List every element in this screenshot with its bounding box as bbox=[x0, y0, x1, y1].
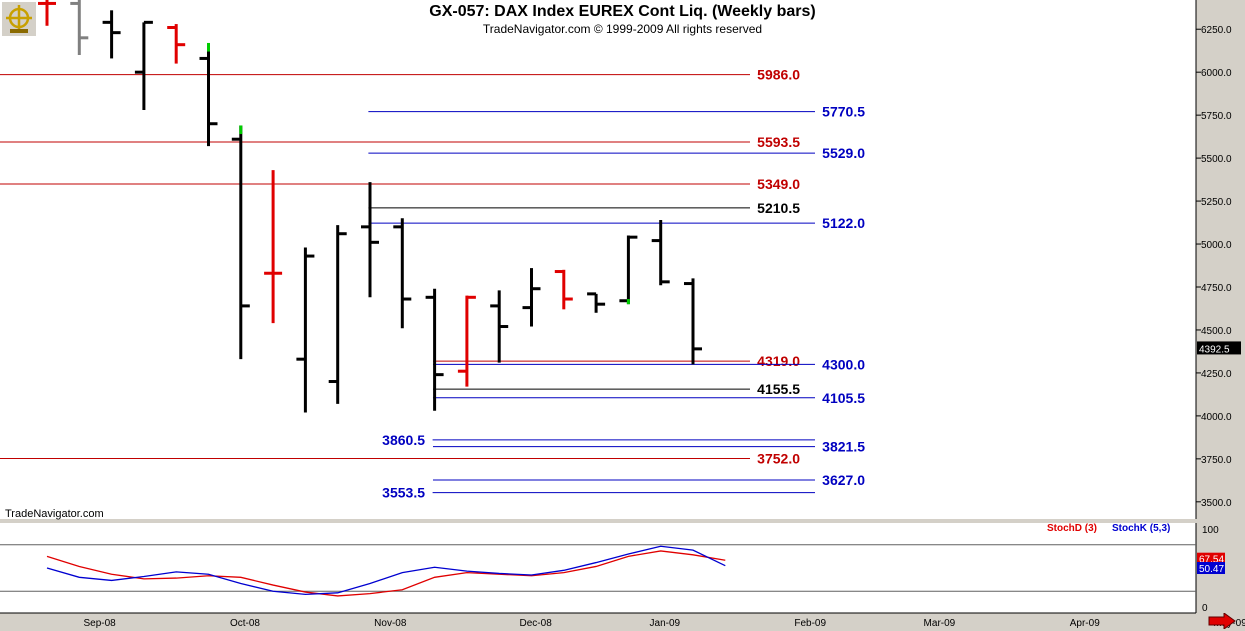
price-level-label: 5986.0 bbox=[757, 67, 800, 83]
price-tick-label: 4250.0 bbox=[1201, 369, 1232, 380]
stochastic-last-value-label: 67.54 bbox=[1199, 555, 1224, 566]
price-level-label: 4155.5 bbox=[757, 381, 800, 397]
price-panel bbox=[0, 0, 1196, 519]
price-tick-label: 3500.0 bbox=[1201, 498, 1232, 509]
price-level-label: 5349.0 bbox=[757, 176, 800, 192]
price-level-label: 5122.0 bbox=[822, 215, 865, 231]
price-axis: 3500.0 3750.0 4000.0 4250.0 4500.0 4750.0 5000… bbox=[1195, 0, 1241, 519]
price-tick-label: 5250.0 bbox=[1201, 197, 1232, 208]
time-tick-label: Feb-09 bbox=[794, 618, 826, 629]
price-level-label: 3627.0 bbox=[822, 472, 865, 488]
price-tick-label: 4750.0 bbox=[1201, 283, 1232, 294]
price-level-label: 3752.0 bbox=[757, 451, 800, 467]
price-tick-label: 5500.0 bbox=[1201, 154, 1232, 165]
scroll-right-arrow-icon[interactable] bbox=[1208, 613, 1236, 629]
price-level-label: 3860.5 bbox=[382, 432, 425, 448]
price-tick-label: 6250.0 bbox=[1201, 25, 1232, 36]
price-level-label: 4300.0 bbox=[822, 356, 865, 372]
stochastic-legend-entry: StochK (5,3) bbox=[1112, 523, 1170, 534]
stochastic-last-value-label: 50.47 bbox=[1199, 564, 1224, 575]
price-level-label: 5210.5 bbox=[757, 200, 800, 216]
stochastic-series-line bbox=[46, 550, 726, 597]
price-level-label: 5770.5 bbox=[822, 104, 865, 120]
time-tick-label: Mar-09 bbox=[924, 618, 956, 629]
chart-title: GX-057: DAX Index EUREX Cont Liq. (Weekl… bbox=[429, 3, 816, 20]
current-price-label: 4392.5 bbox=[1199, 344, 1230, 355]
current-price-box bbox=[1197, 341, 1241, 355]
stochastic-last-value-box bbox=[1197, 562, 1225, 574]
price-tick-label: 4000.0 bbox=[1201, 412, 1232, 423]
time-tick-label: Apr-09 bbox=[1070, 618, 1100, 629]
price-level-label: 3553.5 bbox=[382, 485, 425, 501]
watermark-label: TradeNavigator.com bbox=[5, 508, 104, 520]
price-level-label: 5529.0 bbox=[822, 145, 865, 161]
time-tick-label: Sep-08 bbox=[83, 618, 116, 629]
time-tick-label: Nov-08 bbox=[374, 618, 407, 629]
price-tick-label: 4500.0 bbox=[1201, 326, 1232, 337]
trade-navigator-logo-icon bbox=[2, 2, 36, 36]
price-bars bbox=[38, 0, 702, 413]
time-tick-label: Jan-09 bbox=[650, 618, 681, 629]
overlay-labels: TradeNavigator.com bbox=[5, 508, 104, 520]
stochastic-axis: 0 100 bbox=[0, 523, 1219, 614]
stochastic-last-value-box bbox=[1197, 552, 1225, 565]
price-tick-label: 3750.0 bbox=[1201, 455, 1232, 466]
price-tick-label: 6000.0 bbox=[1201, 68, 1232, 79]
price-level-label: 3821.5 bbox=[822, 439, 865, 455]
price-level-label: 4319.0 bbox=[757, 353, 800, 369]
price-tick-label: 5750.0 bbox=[1201, 111, 1232, 122]
time-tick-label: Dec-08 bbox=[520, 618, 553, 629]
stochastic-tick-label: 100 bbox=[1202, 525, 1219, 536]
stochastic-panel bbox=[0, 523, 1196, 613]
price-level-label: 4105.5 bbox=[822, 390, 865, 406]
time-tick-label: Oct-08 bbox=[230, 618, 260, 629]
chart-subtitle: TradeNavigator.com © 1999-2009 All right… bbox=[482, 22, 763, 36]
price-tick-label: 5000.0 bbox=[1201, 240, 1232, 251]
stochastic-series-line bbox=[46, 545, 726, 596]
stochastic-tick-label: 0 bbox=[1202, 603, 1208, 614]
stochastic-legend-entry: StochD (3) bbox=[1047, 523, 1097, 534]
time-axis: Sep-08 Oct-08 Nov-08 Dec-08 Jan-09 Feb-09 Mar-… bbox=[0, 612, 1245, 629]
price-level-label: 5593.5 bbox=[757, 134, 800, 150]
price-levels: 5986.0 5593.5 5349.0 4319.0 3752.0 5770.5 5529… bbox=[0, 67, 865, 501]
